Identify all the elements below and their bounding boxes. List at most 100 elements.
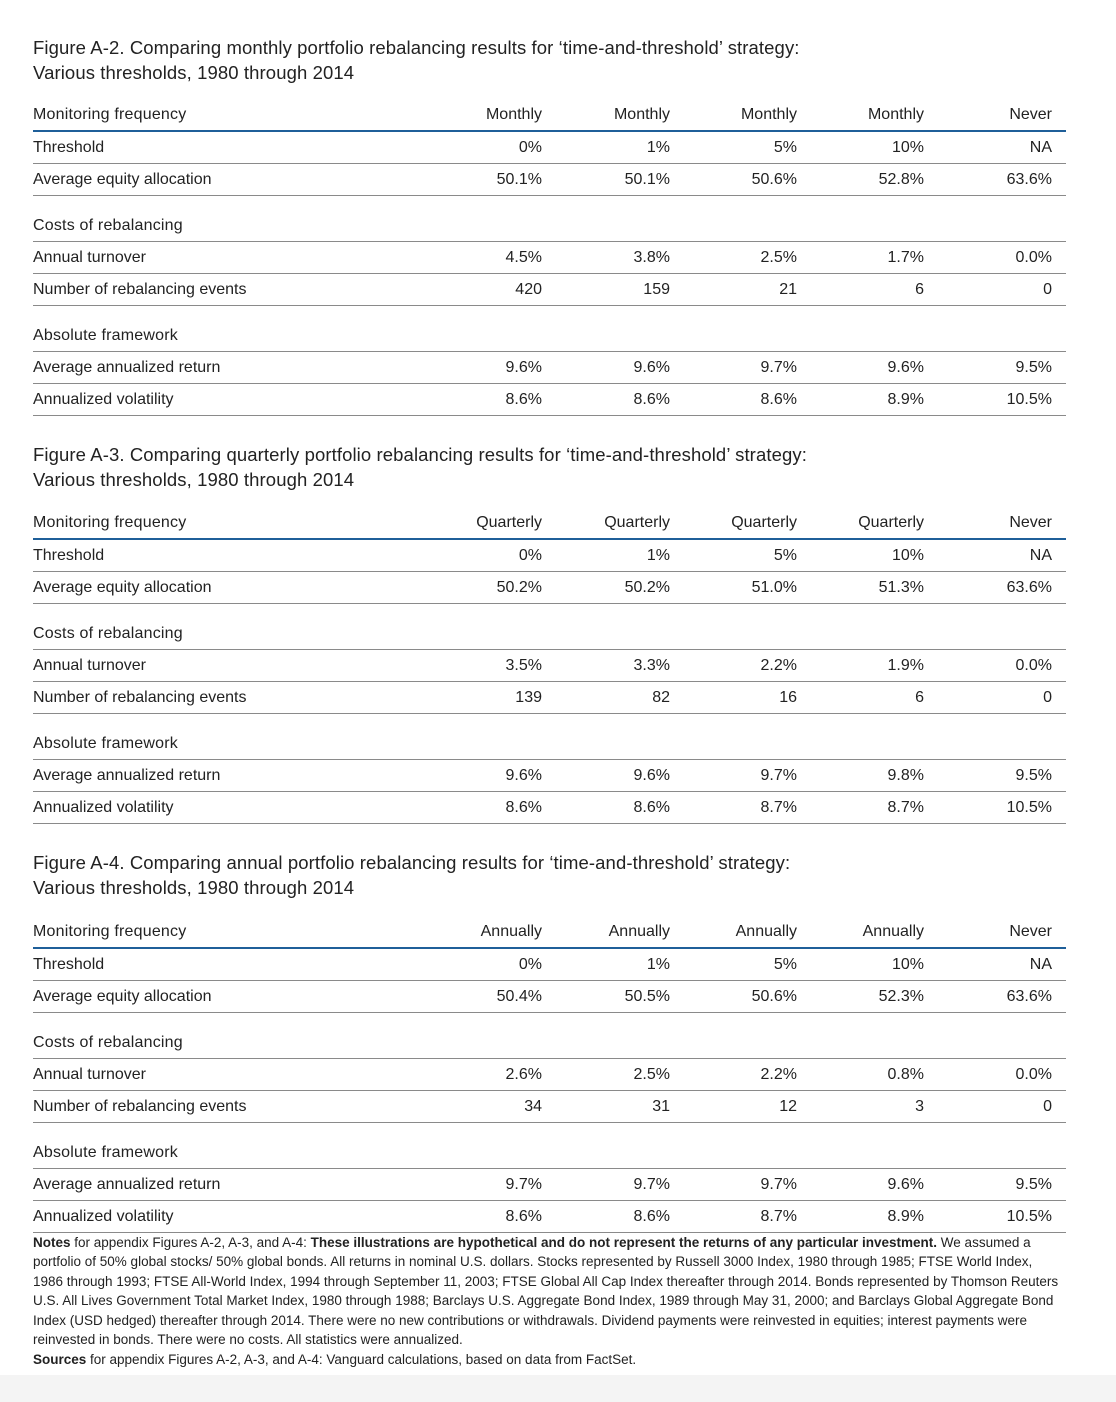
figure-title: Figure A-2. Comparing monthly portfolio … — [33, 35, 1066, 85]
column-header: Quarterly — [604, 514, 670, 531]
table-cell: 50.6% — [751, 171, 797, 188]
column-header: Monthly — [485, 106, 542, 123]
table-cell: NA — [1029, 139, 1052, 156]
row-label: Average equity allocation — [33, 579, 212, 596]
sources-line: Sources for appendix Figures A-2, A-3, a… — [33, 1352, 636, 1367]
column-header: Never — [1009, 923, 1052, 940]
table-cell: 9.6% — [887, 1176, 924, 1193]
table-cell: 8.7% — [887, 799, 924, 816]
column-header: Monthly — [740, 106, 797, 123]
column-header: Monthly — [867, 106, 924, 123]
section-label: Absolute framework — [33, 1144, 178, 1161]
figure-title-line-2: Various thresholds, 1980 through 2014 — [33, 62, 355, 83]
table-cell: 1% — [646, 956, 670, 973]
notes-body: We assumed a portfolio of 50% global sto… — [33, 1235, 1059, 1348]
table-cell: 2.2% — [760, 1066, 797, 1083]
table-cell: 8.6% — [505, 391, 542, 408]
table-cell: 420 — [515, 281, 542, 298]
row-label: Average annualized return — [33, 1176, 221, 1193]
table-cell: 8.6% — [633, 799, 670, 816]
table-row: Average annualized return 9.6% 9.6% 9.7%… — [33, 352, 1066, 384]
row-label: Monitoring frequency — [33, 514, 187, 531]
table-cell: 139 — [515, 689, 542, 706]
table-row: Annualized volatility 8.6% 8.6% 8.6% 8.9… — [33, 384, 1066, 416]
row-label: Annual turnover — [33, 249, 146, 266]
table-cell: 0% — [518, 956, 542, 973]
section-label: Costs of rebalancing — [33, 1034, 183, 1051]
row-label: Annualized volatility — [33, 1208, 174, 1225]
table-cell: 0.8% — [887, 1066, 924, 1083]
section-header-row: Costs of rebalancing — [33, 1013, 1066, 1059]
table-cell: 9.8% — [887, 767, 924, 784]
row-label: Average annualized return — [33, 767, 221, 784]
table-cell: 3.3% — [633, 657, 670, 674]
table-cell: 50.5% — [624, 988, 670, 1005]
table-cell: 0 — [1043, 1098, 1052, 1115]
row-label: Threshold — [33, 139, 105, 156]
results-table: Monitoring frequency Monthly Monthly Mon… — [33, 99, 1066, 416]
table-cell: 8.6% — [633, 1208, 670, 1225]
table-cell: 5% — [773, 956, 797, 973]
table-header-row: Monitoring frequency Annually Annually A… — [33, 916, 1066, 949]
column-header: Quarterly — [476, 514, 542, 531]
figure-a2: Figure A-2. Comparing monthly portfolio … — [33, 35, 1066, 416]
table-cell: 9.7% — [505, 1176, 542, 1193]
table-cell: 9.6% — [887, 359, 924, 376]
section-header-row: Absolute framework — [33, 306, 1066, 352]
table-row: Threshold 0% 1% 5% 10% NA — [33, 540, 1066, 572]
table-cell: 0.0% — [1015, 1066, 1052, 1083]
figure-title-line-1: Figure A-2. Comparing monthly portfolio … — [33, 37, 800, 58]
table-cell: 21 — [779, 281, 797, 298]
figure-title: Figure A-4. Comparing annual portfolio r… — [33, 850, 1066, 900]
table-cell: 1% — [646, 547, 670, 564]
table-row: Average equity allocation 50.4% 50.5% 50… — [33, 981, 1066, 1013]
table-cell: 50.2% — [624, 579, 670, 596]
table-row: Average annualized return 9.7% 9.7% 9.7%… — [33, 1169, 1066, 1201]
table-cell: 9.7% — [760, 767, 797, 784]
table-cell: 9.6% — [505, 359, 542, 376]
table-cell: 52.3% — [878, 988, 924, 1005]
table-cell: 63.6% — [1006, 579, 1052, 596]
table-cell: 9.7% — [760, 1176, 797, 1193]
row-label: Number of rebalancing events — [33, 689, 247, 706]
table-row: Number of rebalancing events 420 159 21 … — [33, 274, 1066, 306]
row-label: Annual turnover — [33, 1066, 146, 1083]
row-label: Annual turnover — [33, 657, 146, 674]
table-cell: NA — [1029, 956, 1052, 973]
table-cell: 8.6% — [760, 391, 797, 408]
figure-title-line-2: Various thresholds, 1980 through 2014 — [33, 469, 355, 490]
column-header: Annually — [480, 923, 542, 940]
notes-intro: for appendix Figures A-2, A-3, and A-4: — [70, 1235, 311, 1250]
section-label: Costs of rebalancing — [33, 217, 183, 234]
table-cell: 34 — [524, 1098, 542, 1115]
row-label: Number of rebalancing events — [33, 281, 247, 298]
column-header: Never — [1009, 514, 1052, 531]
table-cell: 8.9% — [887, 391, 924, 408]
results-table: Monitoring frequency Annually Annually A… — [33, 916, 1066, 1233]
figure-title: Figure A-3. Comparing quarterly portfoli… — [33, 442, 1066, 492]
table-cell: 31 — [652, 1098, 670, 1115]
table-cell: 2.2% — [760, 657, 797, 674]
row-label: Average annualized return — [33, 359, 221, 376]
page-bottom-strip — [0, 1375, 1116, 1402]
table-row: Average equity allocation 50.1% 50.1% 50… — [33, 164, 1066, 196]
table-cell: 10.5% — [1006, 1208, 1052, 1225]
table-cell: 0% — [518, 139, 542, 156]
table-cell: 12 — [779, 1098, 797, 1115]
section-label: Costs of rebalancing — [33, 625, 183, 642]
row-label: Monitoring frequency — [33, 923, 187, 940]
table-cell: 10.5% — [1006, 391, 1052, 408]
table-cell: 2.5% — [633, 1066, 670, 1083]
table-cell: 50.1% — [624, 171, 670, 188]
table-cell: 9.5% — [1015, 1176, 1052, 1193]
table-cell: 10% — [891, 956, 924, 973]
table-cell: 3.8% — [633, 249, 670, 266]
table-cell: 3.5% — [505, 657, 542, 674]
table-cell: 9.7% — [760, 359, 797, 376]
table-cell: 82 — [652, 689, 670, 706]
column-header: Monthly — [613, 106, 670, 123]
table-header-row: Monitoring frequency Quarterly Quarterly… — [33, 507, 1066, 540]
table-cell: 9.7% — [633, 1176, 670, 1193]
row-label: Threshold — [33, 956, 105, 973]
notes-disclaimer: These illustrations are hypothetical and… — [310, 1235, 938, 1250]
